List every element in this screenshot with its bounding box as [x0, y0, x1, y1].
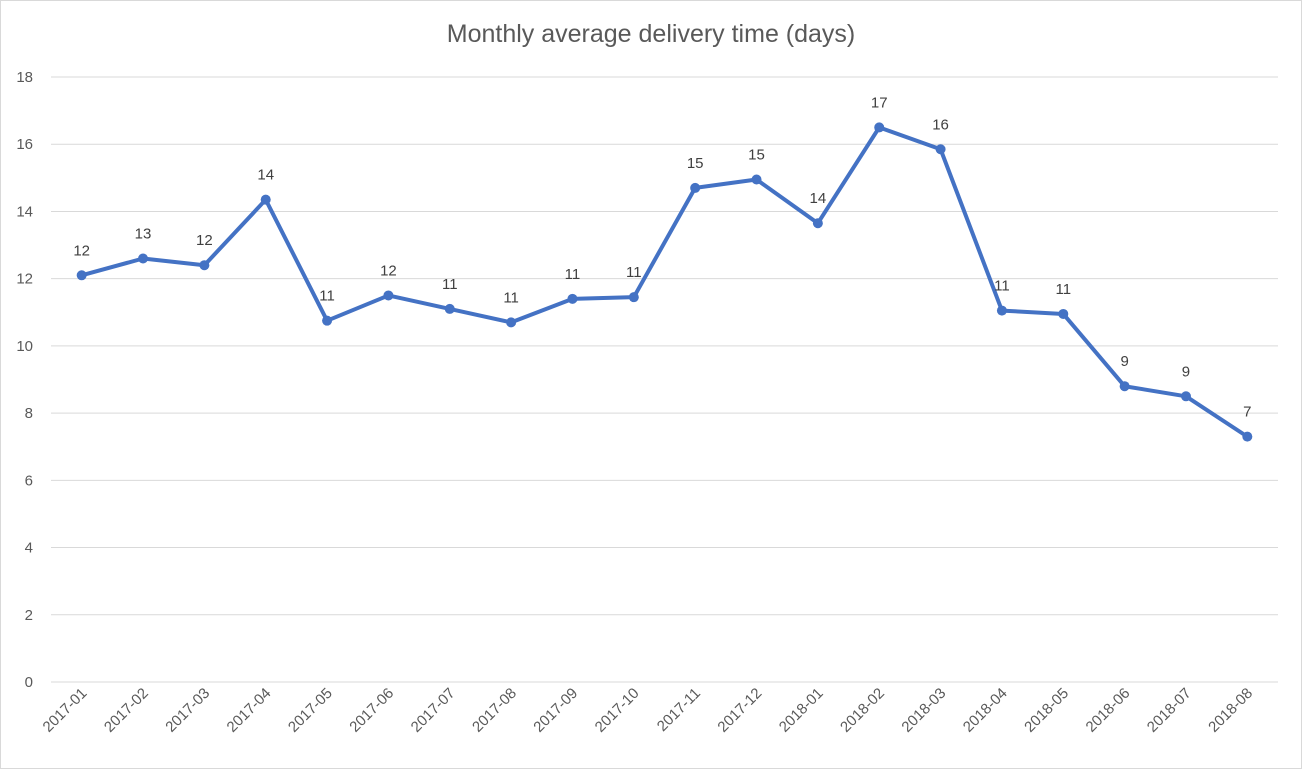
- data-label: 16: [932, 116, 949, 133]
- x-tick-label: 2018-04: [960, 685, 1011, 736]
- y-tick-label: 0: [25, 674, 33, 691]
- data-point: [628, 292, 639, 303]
- x-tick-label: 2018-08: [1205, 685, 1256, 736]
- data-point: [138, 253, 149, 264]
- y-tick-label: 18: [16, 69, 33, 86]
- data-point: [690, 182, 701, 193]
- series-line: [79, 125, 1250, 439]
- data-point: [1242, 431, 1253, 442]
- data-point: [1119, 381, 1130, 392]
- series-layer: [76, 122, 1253, 442]
- data-point: [874, 122, 885, 133]
- data-label: 11: [994, 278, 1010, 295]
- x-tick-label: 2017-06: [346, 685, 397, 736]
- x-tick-label: 2018-03: [898, 685, 949, 736]
- data-label: 11: [442, 276, 458, 293]
- data-point: [1058, 308, 1069, 319]
- data-label: 9: [1120, 353, 1128, 370]
- x-tick-label: 2017-01: [40, 685, 91, 736]
- data-point: [444, 303, 455, 314]
- x-tick-label: 2017-03: [162, 685, 213, 736]
- data-label: 11: [319, 288, 335, 305]
- data-point: [812, 218, 823, 229]
- data-label: 12: [380, 262, 397, 279]
- data-label: 11: [565, 266, 581, 283]
- y-tick-label: 14: [16, 203, 33, 220]
- y-tick-label: 4: [25, 540, 33, 557]
- x-tick-label: 2018-05: [1021, 685, 1072, 736]
- data-label: 12: [196, 232, 213, 249]
- data-point: [567, 293, 578, 304]
- data-point: [506, 317, 517, 328]
- x-tick-label: 2017-04: [224, 685, 275, 736]
- data-point: [322, 315, 333, 326]
- x-tick-label: 2017-12: [714, 685, 765, 736]
- x-tick-label: 2017-09: [530, 685, 581, 736]
- data-labels: 12 13 12 14 11 12 11 11 11 11 15 15 14 17 16 11 11 9 9 7: [73, 94, 1251, 420]
- data-label: 11: [503, 289, 519, 306]
- gridlines: [51, 76, 1278, 683]
- x-tick-label: 2017-02: [101, 685, 152, 736]
- y-tick-label: 2: [25, 607, 33, 624]
- x-axis-ticks: 2017-01 2017-02 2017-03 2017-04 2017-05 2017-…: [40, 685, 1257, 736]
- data-label: 17: [871, 94, 888, 111]
- y-tick-label: 6: [25, 472, 33, 489]
- chart-title: Monthly average delivery time (days): [446, 20, 856, 48]
- data-point: [751, 174, 762, 185]
- y-tick-label: 12: [16, 271, 33, 288]
- data-label: 12: [73, 242, 90, 259]
- data-point: [260, 194, 271, 205]
- x-tick-label: 2018-02: [837, 685, 888, 736]
- y-tick-label: 10: [16, 338, 33, 355]
- data-label: 11: [1055, 281, 1071, 298]
- x-tick-label: 2017-08: [469, 685, 520, 736]
- x-tick-label: 2017-10: [592, 685, 643, 736]
- x-tick-label: 2018-01: [776, 685, 827, 736]
- data-point: [383, 290, 394, 301]
- data-label: 7: [1243, 404, 1251, 421]
- y-tick-label: 16: [16, 136, 33, 153]
- x-tick-label: 2018-06: [1082, 685, 1133, 736]
- x-tick-label: 2017-05: [285, 685, 336, 736]
- data-point: [1180, 391, 1191, 402]
- data-point: [935, 144, 946, 155]
- data-label: 9: [1182, 363, 1190, 380]
- data-point: [76, 270, 87, 281]
- data-point: [199, 260, 210, 271]
- data-label: 14: [257, 167, 274, 184]
- x-tick-label: 2017-11: [654, 685, 704, 735]
- data-point: [996, 305, 1007, 316]
- data-label: 13: [135, 226, 152, 243]
- data-label: 14: [810, 190, 827, 207]
- y-axis-ticks: 0 2 4 6 8 10 12 14 16 18: [16, 69, 33, 691]
- data-label: 15: [748, 147, 765, 164]
- x-tick-label: 2018-07: [1144, 685, 1195, 736]
- data-label: 15: [687, 155, 704, 172]
- data-label: 11: [626, 264, 642, 281]
- y-tick-label: 8: [25, 405, 33, 422]
- x-tick-label: 2017-07: [408, 685, 459, 736]
